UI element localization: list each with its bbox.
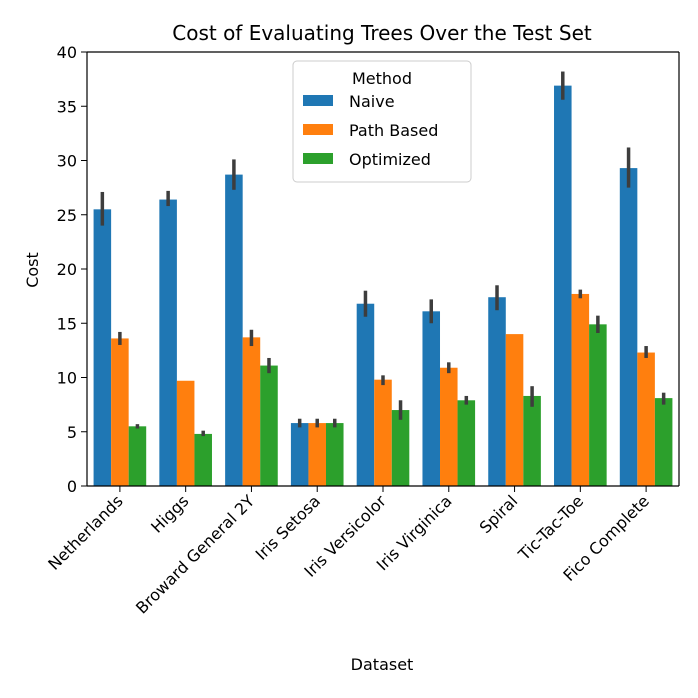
bar-naive-5	[422, 311, 441, 486]
legend-label-optimized: Optimized	[349, 150, 431, 169]
bar-optimized-2	[260, 365, 278, 486]
x-tick-label: Broward General 2Y	[132, 491, 258, 617]
bar-path-based-4	[374, 379, 392, 486]
bar-path-based-0	[111, 338, 129, 486]
y-tick-label: 5	[67, 423, 77, 442]
legend: Method Naive Path Based Optimized	[292, 60, 472, 183]
x-tick-label: Iris Setosa	[252, 491, 324, 563]
x-tick-label: Spiral	[476, 491, 522, 537]
bar-naive-7	[554, 85, 572, 486]
legend-label-path-based: Path Based	[349, 121, 438, 140]
bar-path-based-3	[308, 423, 326, 486]
y-tick-label: 30	[57, 152, 77, 171]
bar-optimized-5	[457, 400, 476, 486]
x-tick-label: Netherlands	[44, 491, 126, 573]
bar-optimized-6	[523, 395, 541, 486]
bar-naive-1	[159, 199, 177, 486]
legend-swatch-optimized	[303, 153, 333, 164]
bar-path-based-2	[242, 337, 261, 486]
chart-title: Cost of Evaluating Trees Over the Test S…	[172, 21, 592, 45]
bar-naive-8	[619, 168, 638, 486]
legend-items: Naive Path Based Optimized	[303, 92, 438, 169]
legend-frame	[292, 60, 472, 183]
bar-path-based-8	[637, 352, 655, 486]
bar-optimized-7	[589, 324, 607, 486]
x-tick-label: Higgs	[147, 491, 192, 536]
bar-optimized-1	[194, 433, 212, 486]
bar-path-based-1	[176, 380, 195, 486]
legend-label-naive: Naive	[349, 92, 395, 111]
legend-title: Method	[352, 69, 412, 88]
bar-path-based-5	[440, 367, 458, 486]
bar-naive-6	[488, 297, 506, 486]
y-tick-label: 10	[57, 369, 77, 388]
y-tick-label: 15	[57, 314, 77, 333]
bar-naive-0	[93, 209, 112, 486]
bar-optimized-3	[325, 423, 344, 486]
y-tick-label: 40	[57, 43, 77, 62]
bar-optimized-4	[391, 410, 410, 486]
bar-path-based-7	[571, 293, 590, 486]
y-tick-label: 20	[57, 260, 77, 279]
bar-optimized-0	[128, 426, 147, 486]
bar-optimized-8	[654, 398, 673, 486]
bar-naive-4	[356, 303, 375, 486]
y-tick-label: 25	[57, 206, 77, 225]
bar-naive-3	[290, 423, 309, 486]
y-axis-label: Cost	[23, 252, 42, 288]
y-tick-label: 35	[57, 97, 77, 116]
legend-swatch-naive	[303, 95, 333, 106]
x-axis-label: Dataset	[351, 655, 414, 674]
bar-naive-2	[225, 174, 243, 487]
bar-path-based-6	[505, 334, 524, 486]
legend-swatch-path-based	[303, 124, 333, 135]
y-tick-label: 0	[67, 477, 77, 496]
